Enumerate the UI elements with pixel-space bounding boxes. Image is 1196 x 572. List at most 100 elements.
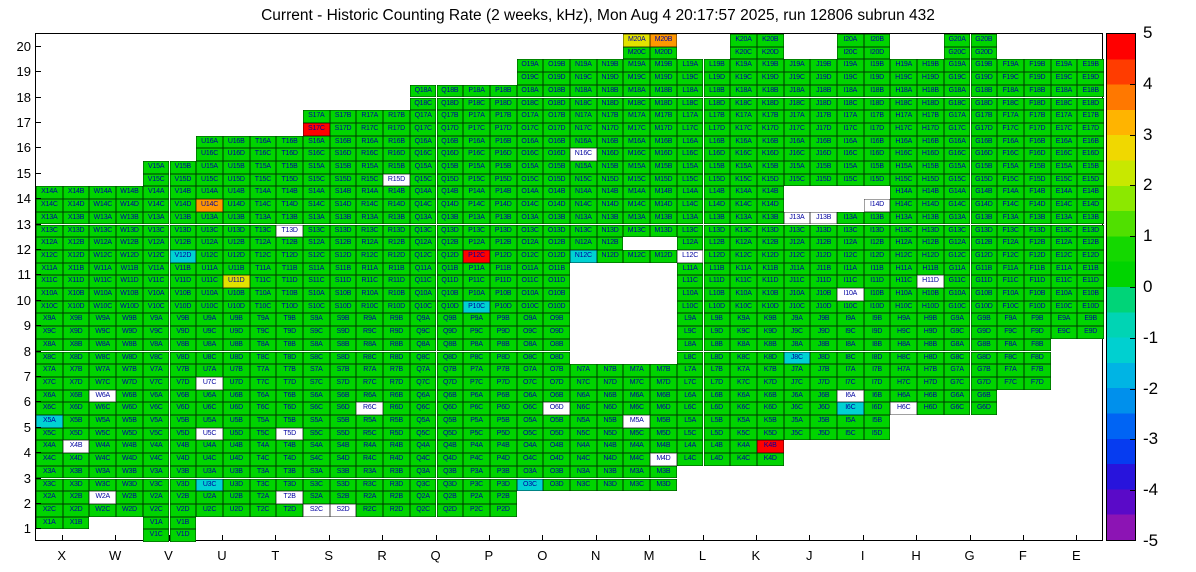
heatmap-cell: Q10B bbox=[436, 288, 464, 301]
heatmap-cell: K9D bbox=[756, 326, 784, 339]
heatmap-cell: L9D bbox=[703, 326, 731, 339]
heatmap-cell: K9A bbox=[730, 313, 757, 327]
heatmap-cell: K15A bbox=[730, 161, 757, 174]
y-axis-label: 19 bbox=[16, 64, 31, 80]
heatmap-cell: P11C bbox=[463, 275, 490, 288]
heatmap-cell: Q18A bbox=[409, 84, 437, 98]
heatmap-cell: J5B bbox=[810, 415, 837, 428]
heatmap-cell: L8B bbox=[703, 338, 731, 352]
heatmap-cell: S16B bbox=[329, 135, 357, 149]
heatmap-cell: N4B bbox=[596, 440, 624, 454]
heatmap-cell: H10B bbox=[917, 288, 944, 301]
heatmap-cell: G17C bbox=[943, 122, 971, 136]
heatmap-cell: U10A bbox=[196, 288, 223, 301]
heatmap-cell: G13A bbox=[943, 211, 971, 225]
heatmap-cell: H11B bbox=[917, 262, 944, 276]
heatmap-cell: K16A bbox=[730, 135, 757, 149]
heatmap-cell: I18D bbox=[863, 97, 891, 111]
x-axis-label: F bbox=[1018, 548, 1027, 563]
heatmap-cell: F13A bbox=[997, 211, 1024, 225]
heatmap-cell: J6B bbox=[810, 389, 837, 403]
heatmap-cell: U2B bbox=[222, 491, 250, 504]
heatmap-cell: J19A bbox=[783, 59, 811, 73]
heatmap-cell: X12D bbox=[62, 249, 90, 263]
heatmap-cell: N13D bbox=[596, 224, 624, 238]
heatmap-cell: V15C bbox=[142, 173, 170, 187]
heatmap-cell: J5A bbox=[783, 415, 811, 428]
x-axis-label: N bbox=[590, 548, 601, 563]
heatmap-cell: F8C bbox=[997, 351, 1024, 365]
heatmap-cell: V7C bbox=[142, 376, 170, 390]
heatmap-cell: P14C bbox=[463, 199, 490, 212]
heatmap-cell: O8D bbox=[543, 351, 570, 365]
axis-tick bbox=[36, 528, 41, 530]
heatmap-cell: U14C bbox=[196, 199, 223, 212]
heatmap-cell: I8C bbox=[837, 351, 864, 365]
heatmap-cell: Q11D bbox=[436, 275, 464, 288]
heatmap-cell: I5C bbox=[837, 427, 864, 441]
heatmap-cell: O16A bbox=[516, 135, 544, 149]
heatmap-cell: M18D bbox=[650, 97, 677, 111]
heatmap-cell: I20D bbox=[863, 46, 891, 60]
axis-tick bbox=[36, 426, 41, 428]
heatmap-cell: O16D bbox=[543, 148, 570, 161]
heatmap-cell: H19A bbox=[890, 59, 918, 73]
heatmap-cell: K17B bbox=[756, 110, 784, 123]
heatmap-cell: G7B bbox=[970, 364, 998, 377]
heatmap-cell: J13B bbox=[810, 211, 837, 225]
heatmap-cell: N16B bbox=[596, 135, 624, 149]
axis-tick bbox=[275, 535, 277, 540]
heatmap-cell: F7D bbox=[1023, 376, 1051, 390]
heatmap-cell: P9D bbox=[489, 326, 517, 339]
heatmap-cell: L13D bbox=[703, 224, 731, 238]
heatmap-cell: P6C bbox=[463, 402, 490, 415]
heatmap-cell: E14D bbox=[1077, 199, 1104, 212]
heatmap-cell: M5D bbox=[650, 427, 677, 441]
heatmap-cell: G12D bbox=[970, 249, 998, 263]
heatmap-cell: E10C bbox=[1050, 300, 1078, 314]
axis-tick bbox=[435, 535, 437, 540]
heatmap-cell: X13C bbox=[36, 224, 63, 238]
heatmap-cell: Q3C bbox=[409, 478, 437, 492]
heatmap-cell: V9A bbox=[142, 313, 170, 327]
heatmap-cell: F17C bbox=[997, 122, 1024, 136]
heatmap-cell: M6D bbox=[650, 402, 677, 415]
heatmap-cell: I20C bbox=[837, 46, 864, 60]
heatmap-cell: O11C bbox=[516, 275, 544, 288]
heatmap-cell: U13C bbox=[196, 224, 223, 238]
heatmap-cell: Q2B bbox=[436, 491, 464, 504]
heatmap-cell: G16D bbox=[970, 148, 998, 161]
heatmap-cell: R5A bbox=[356, 415, 384, 428]
heatmap-cell: Q17C bbox=[409, 122, 437, 136]
heatmap-cell: H6D bbox=[917, 402, 944, 415]
heatmap-cell: Q17A bbox=[409, 110, 437, 123]
heatmap-cell: F15B bbox=[1023, 161, 1051, 174]
heatmap-cell: M6C bbox=[623, 402, 651, 415]
heatmap-cell: S15A bbox=[303, 161, 330, 174]
heatmap-cell: I5B bbox=[863, 415, 891, 428]
heatmap-cell: N12A bbox=[570, 237, 597, 250]
heatmap-cell: S9B bbox=[329, 313, 357, 327]
heatmap-cell: K10D bbox=[756, 300, 784, 314]
heatmap-cell: Q16C bbox=[409, 148, 437, 161]
heatmap-cell: H18C bbox=[890, 97, 918, 111]
heatmap-cell: T6A bbox=[249, 389, 277, 403]
heatmap-cell: L5A bbox=[676, 415, 704, 428]
heatmap-cell: V12C bbox=[142, 249, 170, 263]
heatmap-cell: F10C bbox=[997, 300, 1024, 314]
heatmap-cell: N14A bbox=[570, 186, 597, 200]
heatmap-cell: M3B bbox=[650, 465, 677, 479]
heatmap-cell: R17B bbox=[383, 110, 410, 123]
heatmap-cell: E12C bbox=[1050, 249, 1078, 263]
heatmap-cell: G16C bbox=[943, 148, 971, 161]
heatmap-cell: O8B bbox=[543, 338, 570, 352]
heatmap-cell: K15B bbox=[756, 161, 784, 174]
heatmap-cell: W11B bbox=[116, 262, 143, 276]
heatmap-cell: K7C bbox=[730, 376, 757, 390]
heatmap-cell: M15A bbox=[623, 161, 651, 174]
heatmap-cell: T5A bbox=[249, 415, 277, 428]
heatmap-cell: M17B bbox=[650, 110, 677, 123]
heatmap-cell: I6A bbox=[837, 389, 864, 403]
heatmap-cell: S3D bbox=[329, 478, 357, 492]
heatmap-cell: X5D bbox=[62, 427, 90, 441]
